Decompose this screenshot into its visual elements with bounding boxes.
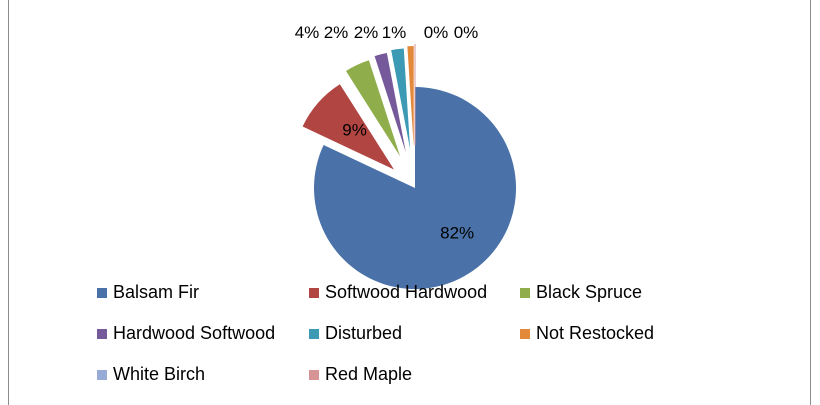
data-label-balsam-fir: 82% <box>440 223 474 242</box>
chart-frame <box>8 0 811 405</box>
data-label-red-maple: 0% <box>454 23 479 42</box>
pie-slice-disturbed <box>391 48 411 150</box>
data-label-white-birch: 0% <box>424 23 449 42</box>
legend-item-softwood-hardwood: Softwood Hardwood <box>309 282 487 303</box>
legend-swatch-softwood-hardwood <box>309 287 319 298</box>
legend-label-hardwood-softwood: Hardwood Softwood <box>113 323 276 343</box>
legend-item-balsam-fir: Balsam Fir <box>97 282 199 303</box>
legend-label-not-restocked: Not Restocked <box>536 323 655 343</box>
legend-item-disturbed: Disturbed <box>309 323 402 344</box>
legend-item-black-spruce: Black Spruce <box>520 282 642 303</box>
data-label-disturbed: 2% <box>354 23 379 42</box>
legend-label-black-spruce: Black Spruce <box>536 282 643 302</box>
legend-swatch-red-maple <box>309 369 319 380</box>
pie-slice-softwood-hardwood <box>302 84 394 170</box>
pie-slice-black-spruce <box>345 60 401 157</box>
legend-swatch-hardwood-softwood <box>97 328 107 339</box>
data-label-softwood-hardwood: 9% <box>342 120 367 139</box>
pie-slice-balsam-fir <box>313 87 517 289</box>
legend-swatch-white-birch <box>97 369 107 380</box>
pie-slice-not-restocked <box>407 46 414 148</box>
legend-item-red-maple: Red Maple <box>309 364 412 385</box>
legend-item-white-birch: White Birch <box>97 364 205 385</box>
legend-label-white-birch: White Birch <box>113 364 206 384</box>
legend-label-softwood-hardwood: Softwood Hardwood <box>325 282 488 302</box>
legend-label-disturbed: Disturbed <box>325 323 403 343</box>
legend-swatch-balsam-fir <box>97 287 107 298</box>
data-label-black-spruce: 4% <box>295 23 320 42</box>
legend-item-hardwood-softwood: Hardwood Softwood <box>97 323 275 344</box>
data-label-not-restocked: 1% <box>382 23 407 42</box>
data-label-hardwood-softwood: 2% <box>324 23 349 42</box>
legend-label-red-maple: Red Maple <box>325 364 413 384</box>
legend-swatch-black-spruce <box>520 287 530 298</box>
pie-slice-hardwood-softwood <box>374 52 406 153</box>
legend-swatch-disturbed <box>309 328 319 339</box>
legend-label-balsam-fir: Balsam Fir <box>113 282 200 302</box>
legend-item-not-restocked: Not Restocked <box>520 323 654 344</box>
legend-swatch-not-restocked <box>520 328 530 339</box>
